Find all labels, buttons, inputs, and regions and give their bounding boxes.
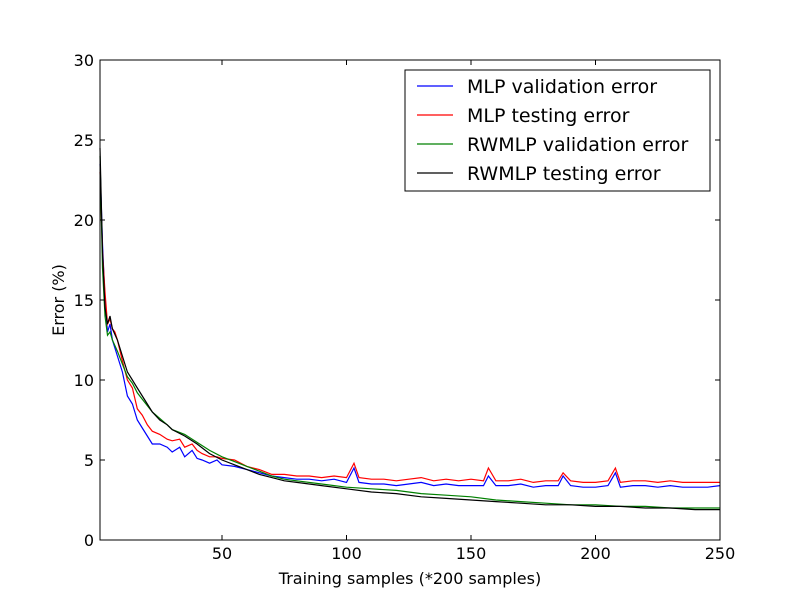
- y-tick-label: 5: [84, 451, 94, 470]
- legend: MLP validation error MLP testing error RWM…: [404, 69, 711, 192]
- y-tick-label: 15: [74, 291, 94, 310]
- y-tick-label: 20: [74, 211, 94, 230]
- series-line-1: [99, 171, 720, 484]
- x-tick-label: 200: [580, 544, 611, 563]
- y-tick-label: 0: [84, 531, 94, 550]
- y-tick-label: 10: [74, 371, 94, 390]
- x-tick-label: 50: [212, 544, 232, 563]
- legend-entry-label: RWMLP validation error: [467, 134, 688, 156]
- series-layer: [99, 147, 721, 511]
- series-line-0: [99, 163, 721, 488]
- legend-box: [404, 69, 711, 192]
- y-tick-label: 30: [74, 51, 94, 70]
- ticks-layer: 50 100 150 200 250 0 5 10 15 20 25 30: [74, 51, 736, 563]
- x-tick-label: 150: [456, 544, 487, 563]
- x-tick-label: 100: [331, 544, 362, 563]
- series-line-3: [99, 147, 720, 511]
- y-axis-label: Error (%): [49, 264, 68, 336]
- y-tick-label: 25: [74, 131, 94, 150]
- legend-entry-label: MLP validation error: [467, 76, 657, 98]
- x-axis-label: Training samples (*200 samples): [278, 569, 541, 588]
- legend-entry-label: MLP testing error: [467, 105, 630, 127]
- x-tick-label: 250: [705, 544, 736, 563]
- series-line-2: [99, 155, 720, 509]
- legend-entry-label: RWMLP testing error: [467, 163, 661, 185]
